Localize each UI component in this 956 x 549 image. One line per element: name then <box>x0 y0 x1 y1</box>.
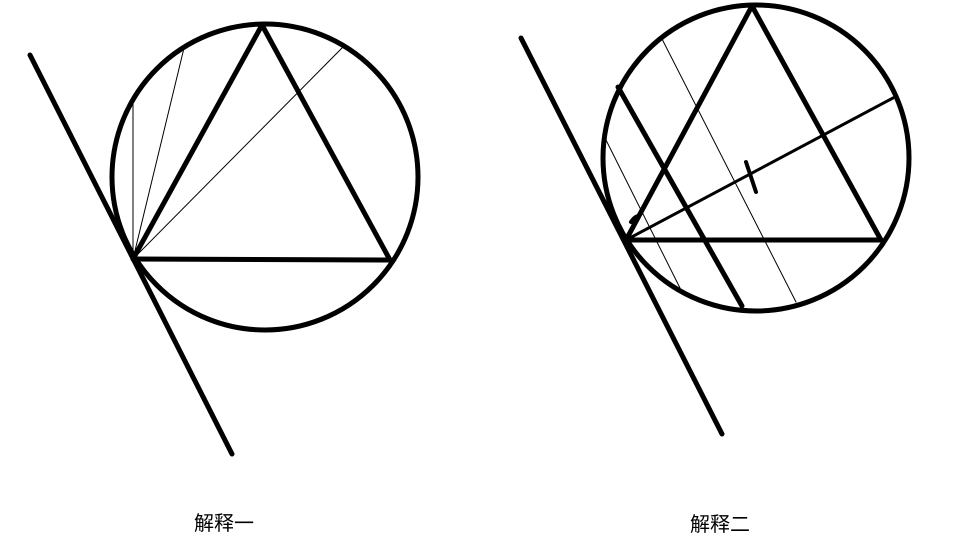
triangle-2-side-right <box>749 3 884 243</box>
chord-1-b <box>132 47 185 260</box>
panel-2 <box>518 2 912 437</box>
chord-1-c <box>132 47 343 260</box>
tangent-line-1 <box>27 52 235 457</box>
triangle-1-side-left <box>130 22 265 262</box>
caption-panel-2: 解释二 <box>690 512 750 536</box>
parallel-chord-thin-a <box>660 36 797 303</box>
triangle-2-side-left <box>623 3 755 243</box>
parallel-chord-thin-b <box>605 139 681 289</box>
perpendicular-line <box>624 96 895 242</box>
tangent-line-2 <box>518 35 725 437</box>
triangle-1-base <box>130 256 393 263</box>
panel-1 <box>27 21 421 457</box>
midpoint-tick <box>744 160 758 194</box>
triangle-1-side-right <box>259 22 393 263</box>
circle-2 <box>600 2 912 314</box>
angle-mark <box>629 214 641 224</box>
circle-1 <box>109 21 421 333</box>
parallel-chord-thick <box>615 84 745 309</box>
caption-panel-1: 解释一 <box>194 511 254 535</box>
